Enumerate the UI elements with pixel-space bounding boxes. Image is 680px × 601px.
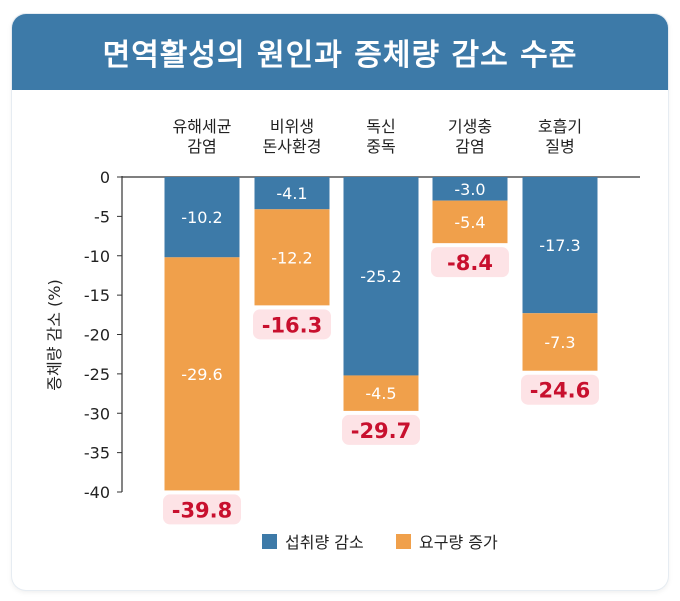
category-label: 중독 <box>366 137 395 156</box>
bar-segment <box>522 313 598 371</box>
data-label: -10.2 <box>181 208 222 227</box>
total-label: -39.8 <box>172 498 233 522</box>
y-tick-label: -20 <box>84 326 110 345</box>
data-label: -25.2 <box>360 267 401 286</box>
y-tick-label: -35 <box>84 444 110 463</box>
category-label: 돈사환경 <box>263 137 322 156</box>
chart-header: 면역활성의 원인과 증체량 감소 수준 <box>12 14 668 90</box>
bar-segment <box>343 177 419 376</box>
bar-segment <box>343 375 419 411</box>
category-label: 독신 <box>366 117 395 136</box>
chart-title: 면역활성의 원인과 증체량 감소 수준 <box>102 38 578 73</box>
data-label: -5.4 <box>454 213 485 232</box>
data-label: -4.5 <box>365 384 396 403</box>
legend-label: 요구량 증가 <box>419 533 498 552</box>
y-axis-label: 증체량 감소 (%) <box>45 279 64 390</box>
total-label: -16.3 <box>262 313 323 337</box>
y-tick-label: -15 <box>84 286 110 305</box>
category-label: 감염 <box>187 137 216 156</box>
legend-swatch <box>262 534 277 549</box>
y-tick-label: -10 <box>84 247 110 266</box>
total-badge <box>342 414 420 445</box>
bar-segment <box>254 209 330 306</box>
total-label: -8.4 <box>447 251 493 275</box>
category-label: 비위생 <box>270 117 314 136</box>
total-label: -29.7 <box>351 419 412 443</box>
legend-label: 섭취량 감소 <box>285 533 364 552</box>
y-tick-label: 0 <box>100 168 110 187</box>
bar-segment <box>522 177 598 314</box>
total-label: -24.6 <box>530 379 591 403</box>
total-badge <box>163 494 241 525</box>
category-label: 호흡기 <box>538 117 582 136</box>
data-label: -12.2 <box>271 248 312 267</box>
total-badge <box>253 309 331 340</box>
category-label: 감염 <box>455 137 484 156</box>
legend-swatch <box>396 534 411 549</box>
data-label: -3.0 <box>454 180 485 199</box>
bar-segment <box>432 177 508 201</box>
bar-segment <box>254 177 330 210</box>
category-label: 기생충 <box>448 117 492 136</box>
y-tick-label: -25 <box>84 365 110 384</box>
bar-segment <box>164 257 240 491</box>
bar-segment <box>432 200 508 244</box>
category-label: 유해세균 <box>173 117 232 136</box>
y-tick-label: -40 <box>84 483 110 502</box>
y-tick-label: -5 <box>94 207 110 226</box>
total-badge <box>521 374 599 405</box>
category-label: 질병 <box>545 137 574 156</box>
bar-segment <box>164 177 240 258</box>
y-tick-label: -30 <box>84 404 110 423</box>
total-badge <box>431 247 509 278</box>
data-label: -17.3 <box>539 236 580 255</box>
data-label: -7.3 <box>544 333 575 352</box>
data-label: -29.6 <box>181 365 222 384</box>
data-label: -4.1 <box>276 184 307 203</box>
